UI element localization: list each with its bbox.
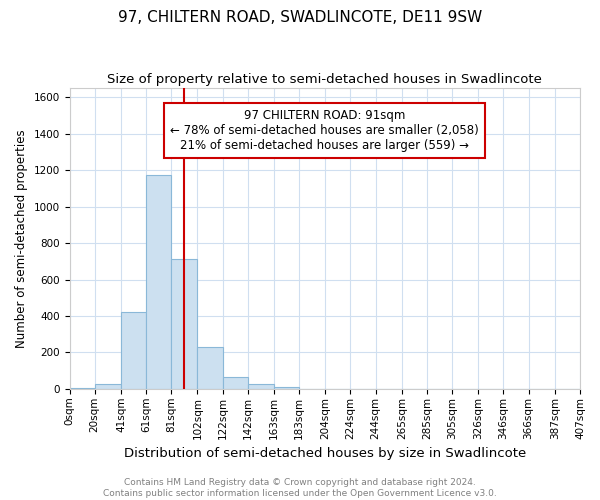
Text: 97 CHILTERN ROAD: 91sqm
← 78% of semi-detached houses are smaller (2,058)
21% of: 97 CHILTERN ROAD: 91sqm ← 78% of semi-de…	[170, 109, 479, 152]
Text: 97, CHILTERN ROAD, SWADLINCOTE, DE11 9SW: 97, CHILTERN ROAD, SWADLINCOTE, DE11 9SW	[118, 10, 482, 25]
Text: Contains HM Land Registry data © Crown copyright and database right 2024.
Contai: Contains HM Land Registry data © Crown c…	[103, 478, 497, 498]
Bar	[248, 384, 274, 389]
X-axis label: Distribution of semi-detached houses by size in Swadlincote: Distribution of semi-detached houses by …	[124, 447, 526, 460]
Bar	[197, 347, 223, 389]
Bar	[223, 377, 248, 389]
Bar	[121, 312, 146, 389]
Bar	[171, 258, 197, 389]
Bar	[70, 388, 95, 389]
Title: Size of property relative to semi-detached houses in Swadlincote: Size of property relative to semi-detach…	[107, 72, 542, 86]
Bar	[146, 174, 171, 389]
Bar	[95, 384, 121, 389]
Bar	[274, 387, 299, 389]
Y-axis label: Number of semi-detached properties: Number of semi-detached properties	[15, 129, 28, 348]
